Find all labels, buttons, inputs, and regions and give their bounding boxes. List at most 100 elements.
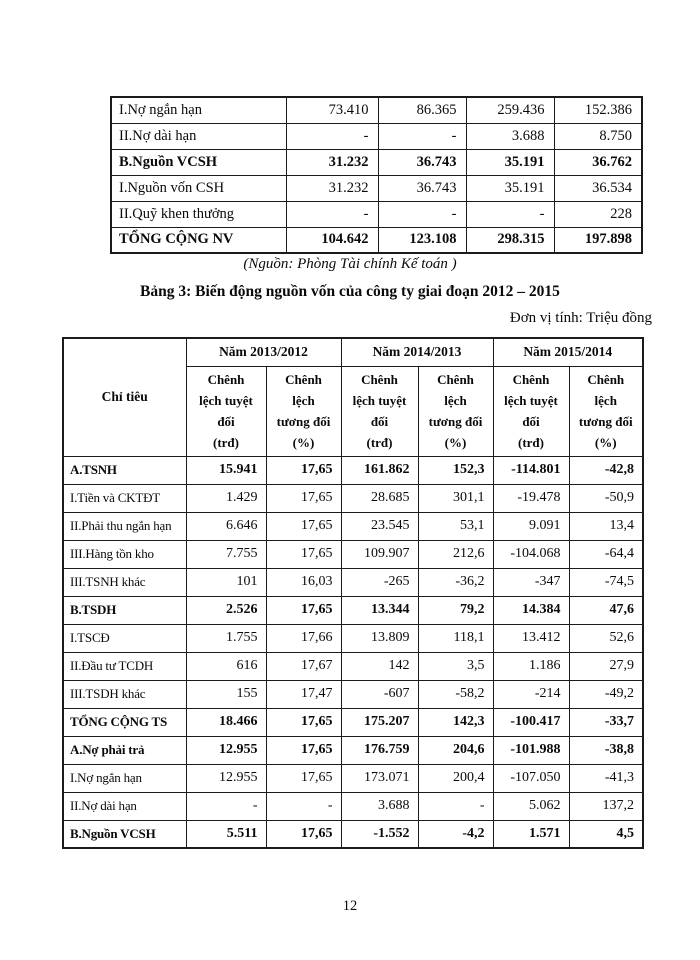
cell-value: 17,65: [265, 511, 342, 541]
cell-value: -: [377, 122, 467, 150]
table-row: I.TSCĐ 1.755 17,66 13.809 118,1 13.412 52,6: [62, 623, 644, 653]
year-group-2015-2014: Năm 2015/2014: [492, 337, 644, 367]
cell-value: -41,3: [568, 763, 644, 793]
cell-value: -100.417: [492, 707, 570, 737]
table-row: II.Phải thu ngắn hạn 6.646 17,65 23.545 53,1…: [62, 511, 644, 541]
cell-value: -: [377, 200, 467, 228]
row-label: I.TSCĐ: [62, 623, 187, 653]
row-label: B.TSDH: [62, 595, 187, 625]
cell-value: -101.988: [492, 735, 570, 765]
cell-value: -4,2: [417, 819, 494, 849]
relative-diff-header: Chênh lệch tương đối (%): [417, 365, 494, 457]
absolute-diff-header: Chênh lệch tuyệt đối (trđ): [185, 365, 267, 457]
row-label: II.Phải thu ngắn hạn: [62, 511, 187, 541]
cell-value: 212,6: [417, 539, 494, 569]
cell-value: 18.466: [185, 707, 267, 737]
table-row: III.TSNH khác 101 16,03 -265 -36,2 -347 -74,5: [62, 567, 644, 597]
cell-value: 1.429: [185, 483, 267, 513]
table-row: B.TSDH 2.526 17,65 13.344 79,2 14.384 47,6: [62, 595, 644, 625]
capital-structure-table: I.Nợ ngắn hạn 73.410 86.365 259.436 152.386 I…: [110, 96, 643, 254]
cell-value: -1.552: [340, 819, 419, 849]
row-label: A.Nợ phải trả: [62, 735, 187, 765]
cell-value: 12.955: [185, 763, 267, 793]
cell-value: 118,1: [417, 623, 494, 653]
cell-value: 35.191: [465, 174, 555, 202]
row-label: TỔNG CỘNG NV: [110, 226, 287, 254]
table-title: Bảng 3: Biến động nguồn vốn của công ty …: [140, 283, 560, 300]
cell-value: 161.862: [340, 455, 419, 485]
cell-value: 17,66: [265, 623, 342, 653]
cell-value: 6.646: [185, 511, 267, 541]
cell-value: 36.534: [553, 174, 643, 202]
cell-value: 152.386: [553, 96, 643, 124]
cell-value: 13,4: [568, 511, 644, 541]
row-label: II.Đầu tư TCDH: [62, 651, 187, 681]
cell-value: 86.365: [377, 96, 467, 124]
cell-value: 13.344: [340, 595, 419, 625]
cell-value: 73.410: [285, 96, 379, 124]
cell-value: -114.801: [492, 455, 570, 485]
cell-value: 155: [185, 679, 267, 709]
cell-value: 23.545: [340, 511, 419, 541]
cell-value: -: [285, 200, 379, 228]
absolute-diff-header: Chênh lệch tuyệt đối (trđ): [340, 365, 419, 457]
cell-value: 197.898: [553, 226, 643, 254]
table-row: II.Nợ dài hạn - -3.688-5.062 137,2: [62, 791, 644, 821]
cell-value: -64,4: [568, 539, 644, 569]
cell-value: 17,65: [265, 455, 342, 485]
cell-value: 1.755: [185, 623, 267, 653]
cell-value: 3.688: [465, 122, 555, 150]
cell-value: 3,5: [417, 651, 494, 681]
cell-value: -: [465, 200, 555, 228]
cell-value: 13.809: [340, 623, 419, 653]
table-row: I.Nợ ngắn hạn 12.955 17,65 173.071 200,4 -107…: [62, 763, 644, 793]
cell-value: 5.062: [492, 791, 570, 821]
cell-value: 14.384: [492, 595, 570, 625]
cell-value: 36.762: [553, 148, 643, 176]
cell-value: 8.750: [553, 122, 643, 150]
cell-value: -58,2: [417, 679, 494, 709]
cell-value: -607: [340, 679, 419, 709]
criteria-header: Chỉ tiêu: [62, 337, 187, 457]
cell-value: 79,2: [417, 595, 494, 625]
cell-value: 17,65: [265, 595, 342, 625]
cell-value: 17,65: [265, 819, 342, 849]
row-label: A.TSNH: [62, 455, 187, 485]
table-row: III.TSDH khác 155 17,47 -607 -58,2 -214 -49,2: [62, 679, 644, 709]
table-row: B.Nguồn VCSH 5.511 17,65 -1.552 -4,2 1.571 4,5: [62, 819, 644, 849]
cell-value: -50,9: [568, 483, 644, 513]
row-label: I.Nợ ngắn hạn: [62, 763, 187, 793]
table-row: I.Nợ ngắn hạn 73.410 86.365 259.436 152.386: [110, 96, 643, 124]
row-label: II.Nợ dài hạn: [110, 122, 287, 150]
unit-note: Đơn vị tính: Triệu đồng: [509, 310, 652, 326]
cell-value: 204,6: [417, 735, 494, 765]
cell-value: -: [185, 791, 267, 821]
cell-value: -42,8: [568, 455, 644, 485]
table-row: A.TSNH 15.941 17,65 161.862 152,3 -114.801 -42…: [62, 455, 644, 485]
cell-value: 109.907: [340, 539, 419, 569]
cell-value: 137,2: [568, 791, 644, 821]
cell-value: -347: [492, 567, 570, 597]
row-label: TỔNG CỘNG TS: [62, 707, 187, 737]
cell-value: 36.743: [377, 148, 467, 176]
cell-value: 123.108: [377, 226, 467, 254]
cell-value: 17,47: [265, 679, 342, 709]
row-label: I.Nguồn vốn CSH: [110, 174, 287, 202]
cell-value: 27,9: [568, 651, 644, 681]
table-row: A.Nợ phải trả 12.955 17,65 176.759 204,6 -101…: [62, 735, 644, 765]
cell-value: 104.642: [285, 226, 379, 254]
cell-value: 176.759: [340, 735, 419, 765]
cell-value: 2.526: [185, 595, 267, 625]
relative-diff-header: Chênh lệch tương đối (%): [568, 365, 644, 457]
table-row: B.Nguồn VCSH 31.232 36.743 35.191 36.762: [110, 148, 643, 176]
row-label: I.Nợ ngắn hạn: [110, 96, 287, 124]
year-group-2013-2012: Năm 2013/2012: [185, 337, 342, 367]
cell-value: 616: [185, 651, 267, 681]
cell-value: -49,2: [568, 679, 644, 709]
cell-value: -19.478: [492, 483, 570, 513]
cell-value: 200,4: [417, 763, 494, 793]
cell-value: 1.186: [492, 651, 570, 681]
year-header-row: Chỉ tiêu Năm 2013/2012 Năm 2014/2013 Năm…: [62, 337, 644, 457]
cell-value: 17,65: [265, 763, 342, 793]
cell-value: 17,65: [265, 735, 342, 765]
